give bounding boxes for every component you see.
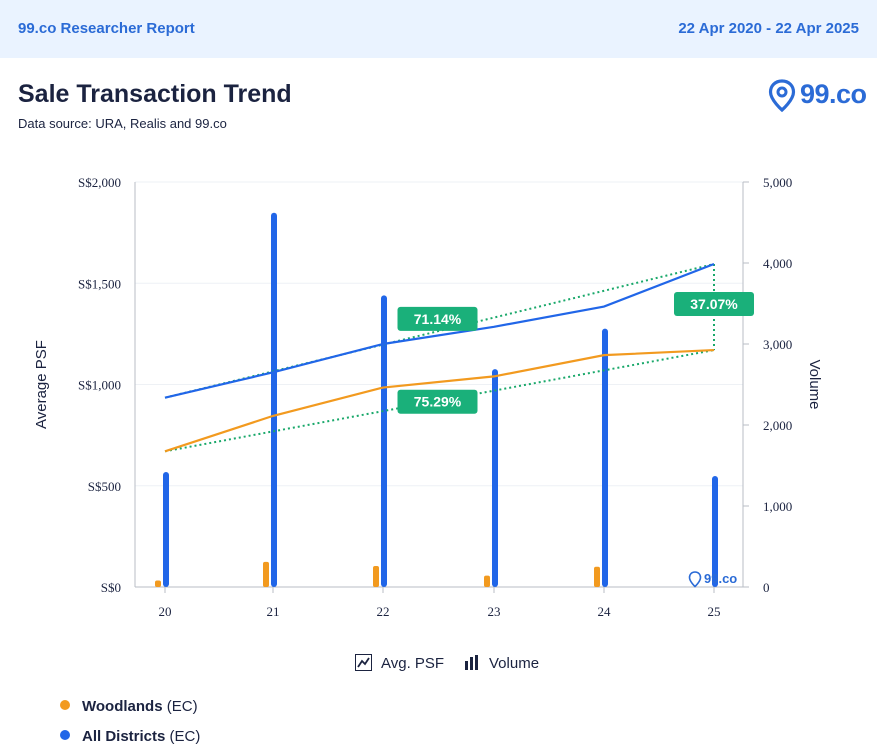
y-tick-label: S$1,500 xyxy=(78,276,121,291)
y-tick-label: S$2,000 xyxy=(78,175,121,190)
trend-all-districts xyxy=(164,263,715,399)
x-tick-label: 22 xyxy=(377,604,390,619)
bar-all-districts xyxy=(381,295,387,587)
annotation-all-districts: 71.14% xyxy=(414,311,462,327)
y2-tick-label: 2,000 xyxy=(763,418,792,433)
series-legend-woodlands[interactable]: Woodlands (EC) xyxy=(60,698,198,715)
y-axis-title: Average PSF xyxy=(33,340,50,429)
bar-all-districts xyxy=(602,328,608,587)
annotation-all-districts-bg xyxy=(397,306,478,331)
bar-all-districts xyxy=(492,369,498,587)
x-tick-label: 23 xyxy=(488,604,501,619)
page-title: Sale Transaction Trend xyxy=(18,80,292,108)
bar-woodlands xyxy=(263,561,269,587)
y2-tick-label: 3,000 xyxy=(763,337,792,352)
location-pin-icon xyxy=(768,79,796,113)
y2-tick-label: 0 xyxy=(763,580,770,595)
y2-tick-label: 1,000 xyxy=(763,499,792,514)
annotation-woodlands: 75.29% xyxy=(414,394,462,410)
logo-text: 99.co xyxy=(800,79,867,109)
annotation-gap-bg xyxy=(674,292,754,317)
date-range: 22 Apr 2020 - 22 Apr 2025 xyxy=(678,20,859,37)
bar-all-districts xyxy=(712,476,718,587)
trend-woodlands xyxy=(164,349,715,453)
bar-all-districts xyxy=(163,471,169,587)
report-brand: 99.co Researcher Report xyxy=(18,20,195,37)
chart-watermark xyxy=(688,571,702,588)
legend-avg-psf[interactable]: Avg. PSF xyxy=(355,654,444,672)
bar-woodlands xyxy=(155,580,161,587)
report-header: 99.co Researcher Report 22 Apr 2020 - 22… xyxy=(0,0,877,58)
y2-tick-label: 5,000 xyxy=(763,175,792,190)
legend-volume-label: Volume xyxy=(489,655,540,672)
y2-tick-label: 4,000 xyxy=(763,256,792,271)
watermark-text: 99.co xyxy=(704,571,737,586)
all-districts-dot xyxy=(60,730,70,740)
watermark-pin-icon xyxy=(688,571,702,588)
x-tick-label: 24 xyxy=(598,604,612,619)
series-name: All Districts xyxy=(82,728,166,745)
bar-woodlands xyxy=(484,575,490,587)
bar-chart-icon xyxy=(465,655,478,670)
x-tick-label: 20 xyxy=(159,604,172,619)
bar-all-districts xyxy=(271,212,277,587)
series-type: (EC) xyxy=(166,698,198,715)
data-source: Data source: URA, Realis and 99.co xyxy=(18,116,227,131)
annotation-gap: 37.07% xyxy=(690,296,738,312)
series-legend-all-districts[interactable]: All Districts (EC) xyxy=(60,728,200,745)
series-type: (EC) xyxy=(169,728,201,745)
series-name: Woodlands xyxy=(82,698,163,715)
x-tick-label: 25 xyxy=(708,604,721,619)
line-all-districts xyxy=(164,262,715,399)
bar-woodlands xyxy=(373,565,379,587)
line-chart-icon xyxy=(355,654,372,671)
legend-avg-psf-label: Avg. PSF xyxy=(381,655,445,672)
y-tick-label: S$500 xyxy=(88,479,121,494)
y-tick-label: S$0 xyxy=(101,580,121,595)
annotation-woodlands-bg xyxy=(397,389,478,414)
sale-trend-chart: S$0 S$500 S$1,000 S$1,500 S$2,000 0 1,000 2,000… xyxy=(33,175,823,619)
woodlands-dot xyxy=(60,700,70,710)
legend-volume[interactable]: Volume xyxy=(463,654,539,672)
bar-woodlands xyxy=(594,566,600,587)
line-woodlands xyxy=(164,348,715,453)
y-tick-label: S$1,000 xyxy=(78,378,121,393)
y2-axis-title: Volume xyxy=(806,359,823,409)
x-tick-label: 21 xyxy=(267,604,280,619)
